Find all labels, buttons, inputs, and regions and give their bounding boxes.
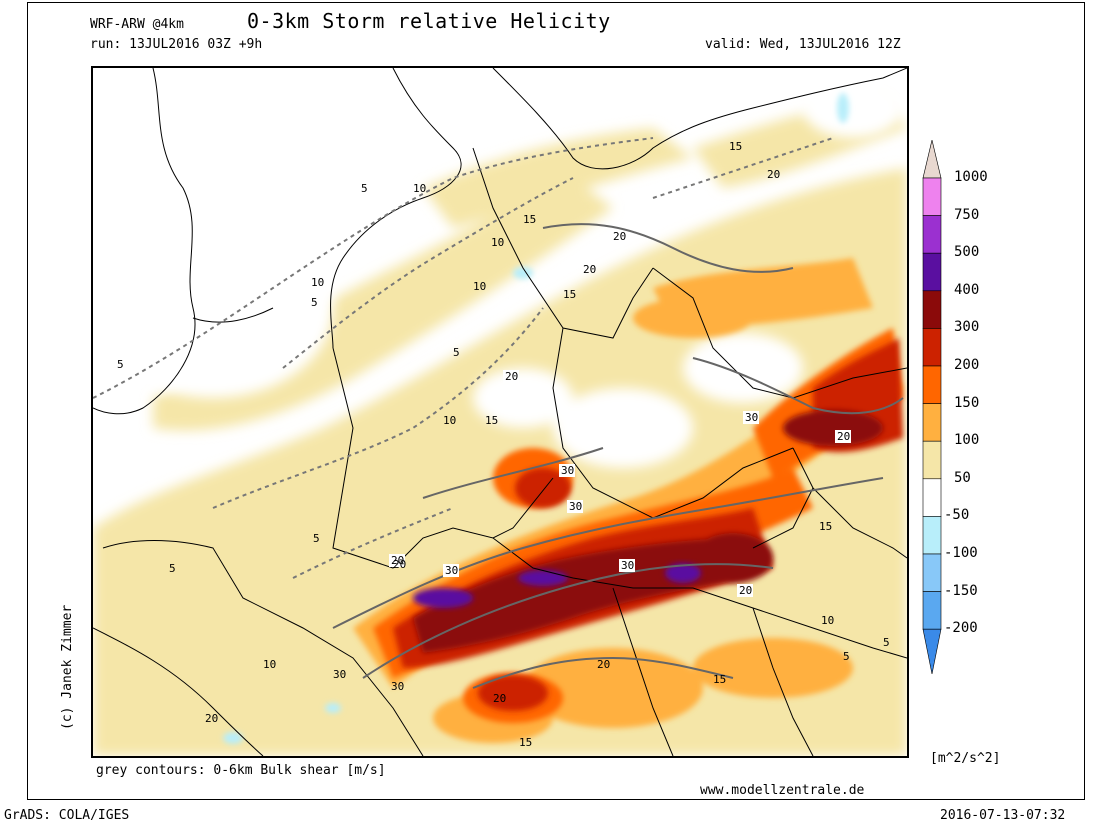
svg-text:10: 10: [443, 414, 456, 427]
svg-text:20: 20: [613, 230, 626, 243]
svg-text:15: 15: [729, 140, 742, 153]
svg-text:10: 10: [263, 658, 276, 671]
figure-frame: [27, 2, 1085, 800]
svg-text:10: 10: [473, 280, 486, 293]
country-borders: [102, 147, 907, 756]
colorbar-segment-50: [922, 440, 942, 480]
svg-text:5: 5: [453, 346, 460, 359]
svg-text:30: 30: [391, 680, 404, 693]
svg-text:5: 5: [313, 532, 320, 545]
svg-text:10: 10: [491, 236, 504, 249]
svg-text:5: 5: [883, 636, 890, 649]
svg-text:20: 20: [597, 658, 610, 671]
colorbar-segment--150: [922, 553, 942, 592]
colorbar-label-50: 50: [954, 469, 971, 486]
svg-text:30: 30: [445, 564, 458, 577]
contour-labels: 30 30 30 30 20 20 20 20 30 5 10 15 10 10…: [117, 140, 890, 749]
colorbar-bottom-cap: [922, 628, 942, 674]
svg-text:15: 15: [519, 736, 532, 749]
colorbar-segment--100: [922, 516, 942, 555]
colorbar-segment-400: [922, 252, 942, 292]
website-label: www.modellzentrale.de: [700, 783, 865, 798]
colorbar-label--50: -50: [944, 507, 970, 524]
copyright-label: (c) Janek Zimmer: [60, 604, 75, 730]
colorbar-segment-100: [922, 403, 942, 442]
colorbar-segment--200: [922, 591, 942, 630]
colorbar-top-cap: [922, 140, 942, 179]
svg-text:20: 20: [583, 263, 596, 276]
bulk-shear-contours-solid: [332, 223, 904, 689]
colorbar: [922, 140, 942, 674]
svg-text:5: 5: [361, 182, 368, 195]
svg-text:5: 5: [117, 358, 124, 371]
map-title: 0-3km Storm relative Helicity: [247, 9, 611, 33]
svg-text:20: 20: [493, 692, 506, 705]
colorbar-segment-300: [922, 290, 942, 329]
svg-text:20: 20: [837, 430, 850, 443]
svg-text:20: 20: [739, 584, 752, 597]
svg-text:20: 20: [505, 370, 518, 383]
colorbar-label-500: 500: [954, 244, 980, 261]
colorbar-label-750: 750: [954, 206, 980, 223]
svg-text:15: 15: [485, 414, 498, 427]
colorbar-label-1000: 1000: [954, 169, 988, 185]
svg-text:10: 10: [311, 276, 324, 289]
colorbar-unit: [m^2/s^2]: [930, 751, 1001, 766]
colorbar-label-200: 200: [954, 357, 980, 373]
svg-text:5: 5: [169, 562, 176, 575]
map-canvas: 30 30 30 30 20 20 20 20 30 5 10 15 10 10…: [93, 68, 907, 756]
svg-text:30: 30: [561, 464, 574, 477]
colorbar-label-400: 400: [954, 281, 980, 298]
svg-text:5: 5: [843, 650, 850, 663]
model-label: WRF-ARW @4km: [90, 17, 184, 32]
svg-text:30: 30: [333, 668, 346, 681]
colorbar-segment-500: [922, 215, 942, 254]
svg-text:20: 20: [391, 554, 404, 567]
colorbar-segment-150: [922, 365, 942, 404]
bulk-shear-contours-dashed: [93, 137, 834, 579]
colorbar-label--150: -150: [944, 582, 978, 599]
svg-text:20: 20: [767, 168, 780, 181]
colorbar-segment-750: [922, 177, 942, 216]
svg-text:30: 30: [621, 559, 634, 572]
contour-description: grey contours: 0-6km Bulk shear [m/s]: [96, 763, 386, 778]
svg-text:5: 5: [311, 296, 318, 309]
colorbar-label-150: 150: [954, 394, 980, 411]
svg-text:10: 10: [413, 182, 426, 195]
svg-text:15: 15: [563, 288, 576, 301]
helicity-field-neg-blue: [223, 93, 849, 744]
helicity-map: 30 30 30 30 20 20 20 20 30 5 10 15 10 10…: [91, 66, 909, 758]
colorbar-label-300: 300: [954, 319, 980, 336]
colorbar-label--200: -200: [944, 620, 978, 637]
svg-text:15: 15: [819, 520, 832, 533]
helicity-field-neg: [93, 78, 903, 468]
coastlines: [93, 68, 907, 756]
helicity-field-400: [413, 563, 701, 608]
svg-text:20: 20: [205, 712, 218, 725]
timestamp: 2016-07-13-07:32: [940, 808, 1066, 823]
svg-text:10: 10: [821, 614, 834, 627]
colorbar-segment--50: [922, 478, 942, 517]
svg-text:15: 15: [713, 673, 726, 686]
colorbar-segment-200: [922, 328, 942, 367]
run-label: run: 13JUL2016 03Z +9h: [90, 37, 263, 52]
colorbar-label--100: -100: [944, 545, 978, 561]
svg-text:20: 20: [393, 558, 406, 571]
svg-text:30: 30: [745, 411, 758, 424]
grads-credit: GrADS: COLA/IGES: [4, 808, 130, 823]
svg-text:30: 30: [569, 500, 582, 513]
colorbar-label-100: 100: [954, 432, 980, 449]
valid-label: valid: Wed, 13JUL2016 12Z: [705, 37, 901, 52]
svg-text:15: 15: [523, 213, 536, 226]
